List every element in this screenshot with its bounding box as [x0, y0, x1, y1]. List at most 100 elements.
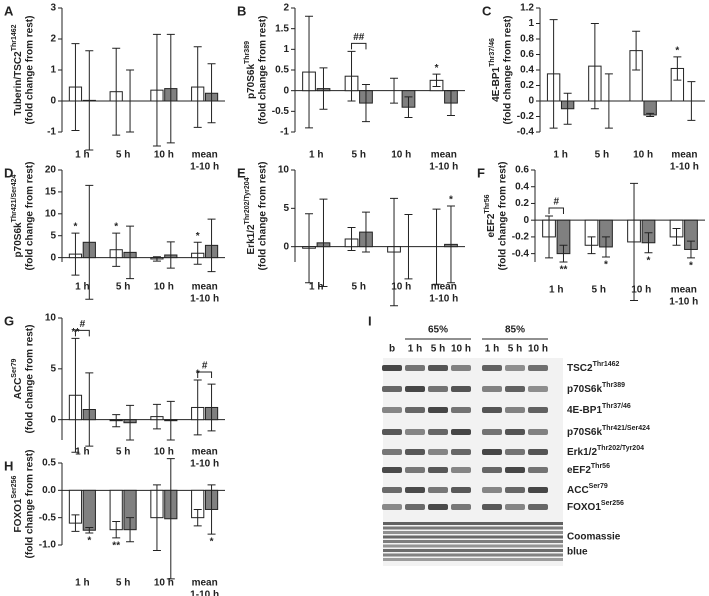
- protein-name: p70S6k: [567, 427, 602, 438]
- x-tick-label: 5 h: [592, 285, 606, 296]
- y-tick-label: 2: [50, 34, 56, 45]
- y-axis-note: (fold change from rest): [258, 162, 269, 271]
- significance: *: [114, 222, 118, 233]
- x-tick-label: 5 h: [116, 578, 130, 589]
- coomassie-band: [383, 544, 563, 548]
- error-bar: [152, 484, 161, 551]
- blot-band: [482, 365, 502, 371]
- error-bar: [193, 379, 202, 436]
- error-bar: [166, 241, 175, 269]
- error-bar: [112, 47, 121, 136]
- blot-band: [428, 407, 448, 413]
- blot-band: [451, 467, 471, 473]
- panel-letter: H: [4, 458, 13, 473]
- x-tick-label: 1 h: [309, 150, 323, 161]
- x-tick-label: 10 h: [391, 282, 411, 293]
- y-axis-label: FOXO1Ser256: [11, 475, 24, 532]
- error-bar: [390, 77, 399, 104]
- bracket: [197, 371, 213, 379]
- blot-band: [405, 386, 425, 392]
- error-bar: [361, 211, 370, 253]
- y-tick-label: 0: [283, 241, 289, 252]
- protein-name: TSC2: [567, 363, 593, 374]
- error-bar: [126, 69, 135, 133]
- x-tick-label: 5 h: [116, 447, 130, 458]
- blot-band: [428, 449, 448, 455]
- x-tick-label: 10 h: [391, 150, 411, 161]
- protein-site: Thr1462: [593, 361, 620, 368]
- y-tick-label: 0: [523, 215, 529, 226]
- y-tick-label: 0.6: [515, 165, 529, 176]
- error-bar: [85, 527, 94, 534]
- protein-site: Thr421/Ser424: [602, 425, 650, 432]
- blot-band: [405, 429, 425, 435]
- error-bar: [152, 33, 161, 147]
- y-tick-label: 5: [50, 363, 56, 374]
- y-axis-label: p70S6kThr389: [244, 41, 257, 99]
- blot-band: [451, 386, 471, 392]
- group-label: 85%: [505, 325, 525, 336]
- blot-band: [382, 487, 402, 493]
- coomassie-band: [383, 531, 563, 534]
- protein-label: ACCSer79: [567, 483, 608, 496]
- lane-label: 1 h: [485, 344, 499, 355]
- blot-band: [482, 467, 502, 473]
- y-tick-label: 0.2: [515, 198, 529, 209]
- y-tick-label: 20: [45, 165, 57, 176]
- error-bar: [305, 213, 314, 284]
- bracket: [74, 329, 90, 337]
- panel-letter: E: [237, 165, 246, 180]
- blot-band: [405, 487, 425, 493]
- error-bar: [207, 383, 216, 432]
- y-axis-note: (fold change from rest): [25, 16, 36, 125]
- blot-band: [382, 365, 402, 371]
- y-axis-note: (fold change from rest): [25, 325, 36, 434]
- x-tick-label: mean: [431, 150, 457, 161]
- blot-band: [482, 407, 502, 413]
- lane-label: 5 h: [431, 344, 445, 355]
- significance: #: [80, 319, 86, 330]
- x-tick-label: 5 h: [116, 150, 130, 161]
- blot-band: [505, 449, 525, 455]
- error-bar: [207, 218, 216, 273]
- error-bar: [361, 83, 370, 123]
- significance: *: [604, 260, 608, 271]
- error-bar: [207, 63, 216, 124]
- error-bar: [644, 232, 653, 254]
- x-tick-label: 10 h: [154, 447, 174, 458]
- significance: *: [196, 369, 200, 380]
- blot-band: [428, 504, 448, 510]
- y-tick-label: 0: [528, 96, 534, 107]
- error-bar: [71, 337, 80, 453]
- y-label-sup: Thr37/46: [489, 38, 496, 67]
- significance: *: [689, 260, 693, 271]
- y-tick-label: 0.6: [520, 49, 534, 60]
- error-bar: [601, 236, 610, 258]
- y-axis-label: p70S6kThr421/Ser424: [11, 174, 24, 257]
- error-bar: [166, 400, 175, 441]
- panel-letter: I: [368, 313, 372, 328]
- coomassie-band: [383, 522, 563, 525]
- error-bar: [85, 184, 94, 300]
- y-tick-label: -1.0: [39, 540, 57, 551]
- blot-band: [528, 504, 548, 510]
- x-tick-label: mean: [192, 578, 218, 589]
- y-tick-label: 5: [50, 230, 56, 241]
- y-axis-label: Erk1/2Thr202/Tyr204: [244, 177, 257, 254]
- x-tick-label: mean: [671, 285, 697, 296]
- bar: [643, 100, 657, 116]
- panel-letter: G: [4, 313, 14, 328]
- blot-band: [405, 407, 425, 413]
- error-bar: [646, 112, 655, 117]
- stain-label: Coomassie: [567, 532, 621, 543]
- lane-label: 10 h: [451, 344, 471, 355]
- x-tick-label: 5 h: [352, 282, 366, 293]
- y-tick-label: 0.0: [42, 485, 56, 496]
- error-bar: [319, 198, 328, 288]
- blot-band: [505, 407, 525, 413]
- blot-band: [528, 487, 548, 493]
- panel-letter: D: [4, 165, 13, 180]
- error-bar: [193, 46, 202, 128]
- y-axis-label: Tuberin/TSC2Thr1462: [11, 24, 24, 115]
